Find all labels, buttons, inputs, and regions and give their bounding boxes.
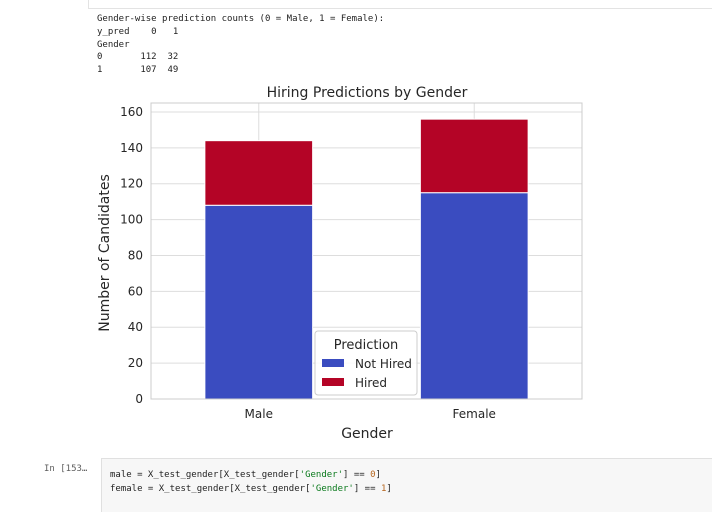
legend-label-not-hired: Not Hired: [355, 357, 412, 371]
output-line: y_pred 0 1: [97, 26, 179, 37]
legend-title: Prediction: [334, 338, 399, 353]
x-tick-labels: Male Female: [245, 407, 496, 421]
plot-frame: [150, 102, 583, 400]
y-tick-label: 140: [120, 141, 143, 155]
bar-not-hired-male: [204, 204, 314, 400]
y-axis-label: Number of Candidates: [97, 174, 113, 332]
legend: Prediction Not Hired Hired: [314, 330, 418, 396]
y-tick-label: 160: [120, 105, 143, 119]
output-line: 1 107 49: [97, 65, 179, 76]
bar-hired-female: [419, 118, 529, 194]
code-token: male = X_test_gender[X_test_gender[: [110, 470, 300, 480]
y-tick-label: 20: [128, 356, 143, 370]
legend-swatch-hired: [322, 378, 344, 386]
y-tick-label: 40: [128, 320, 143, 334]
code-line[interactable]: male = X_test_gender[X_test_gender['Gend…: [110, 470, 381, 480]
legend-label-hired: Hired: [355, 376, 387, 390]
y-tick-label: 60: [128, 284, 143, 298]
code-token: ] ==: [343, 470, 371, 480]
code-cell-editor[interactable]: [101, 458, 712, 512]
stacked-bars: [204, 118, 529, 400]
output-line: Gender: [97, 39, 130, 50]
y-tick-label: 120: [120, 177, 143, 191]
hiring-predictions-chart: 0 20 40 60 80 100 120 140 160 Male Female Hiring …: [97, 85, 583, 442]
code-string-token: 'Gender': [310, 484, 354, 494]
output-line: Gender-wise prediction counts (0 = Male,…: [97, 14, 385, 24]
code-line[interactable]: female = X_test_gender[X_test_gender['Ge…: [110, 484, 392, 494]
legend-swatch-not-hired: [322, 359, 344, 367]
code-token: ] ==: [353, 484, 381, 494]
code-token: female = X_test_gender[X_test_gender[: [110, 484, 311, 494]
y-tick-label: 80: [128, 248, 143, 262]
y-tick-label: 100: [120, 213, 143, 227]
chart-title: Hiring Predictions by Gender: [267, 85, 468, 101]
code-token: ]: [386, 484, 392, 494]
bar-hired-male: [204, 140, 314, 206]
x-axis-label: Gender: [341, 426, 393, 442]
code-number-token: 1: [380, 484, 387, 494]
code-token: ]: [375, 470, 381, 480]
y-tick-labels: 0 20 40 60 80 100 120 140 160: [120, 105, 143, 406]
previous-cell-border: [88, 0, 712, 9]
x-tick-label: Male: [245, 407, 273, 421]
prediction-counts-output: Gender-wise prediction counts (0 = Male,…: [97, 13, 384, 77]
bar-not-hired-female: [419, 192, 529, 400]
output-line: 0 112 32: [97, 52, 179, 63]
x-tick-label: Female: [453, 407, 496, 421]
code-string-token: 'Gender': [299, 470, 344, 480]
code-number-token: 0: [370, 470, 376, 480]
cell-prompt: In [153…: [44, 464, 88, 474]
y-tick-label: 0: [135, 392, 143, 406]
